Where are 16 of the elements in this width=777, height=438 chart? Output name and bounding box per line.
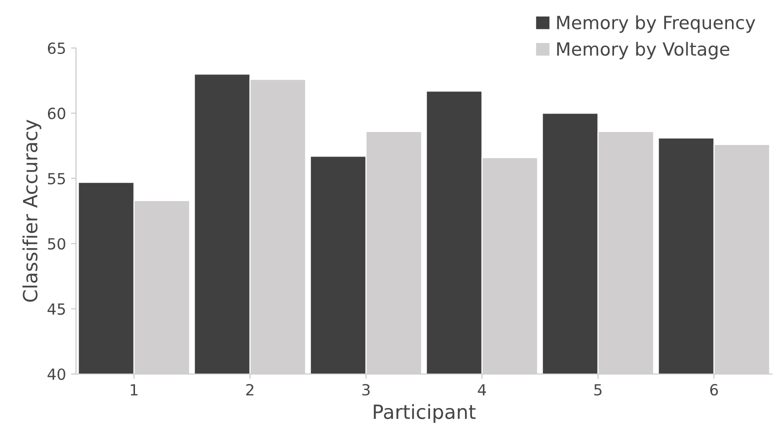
- y-tick-label: 40: [48, 368, 66, 380]
- x-tick-label: 2: [246, 384, 254, 396]
- x-tick-label: 5: [594, 384, 602, 396]
- y-tick-label: 45: [48, 303, 65, 315]
- y-tick-label: 50: [48, 238, 66, 250]
- y-axis-title: Classifier Accuracy: [22, 120, 42, 302]
- x-tick-label: 4: [478, 384, 486, 396]
- legend-label: Memory by Voltage: [557, 42, 730, 60]
- y-tick-label: 55: [48, 173, 65, 184]
- y-tick-label: 65: [48, 42, 65, 54]
- x-tick-label: 1: [130, 384, 138, 396]
- y-tick-label: 60: [48, 108, 66, 120]
- x-axis-title: Participant: [374, 404, 476, 423]
- x-tick-label: 3: [362, 384, 370, 396]
- legend-label: Memory by Frequency: [557, 15, 756, 33]
- x-tick-label: 6: [710, 384, 718, 396]
